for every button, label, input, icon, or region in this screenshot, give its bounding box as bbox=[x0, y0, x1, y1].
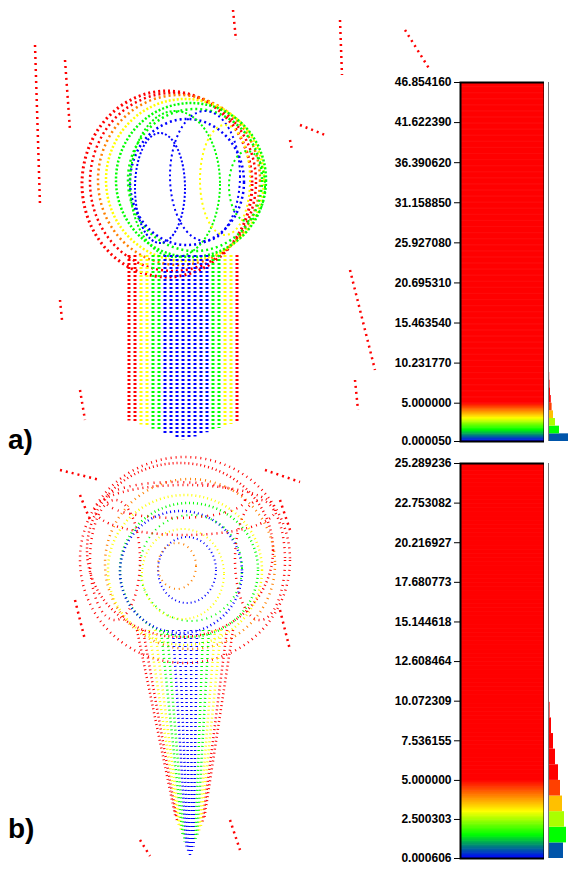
svg-text:46.854160: 46.854160 bbox=[395, 75, 452, 89]
svg-text:20.216927: 20.216927 bbox=[395, 536, 452, 550]
svg-text:0.000606: 0.000606 bbox=[401, 851, 451, 865]
svg-text:15.144618: 15.144618 bbox=[395, 615, 452, 629]
svg-text:25.289236: 25.289236 bbox=[395, 456, 452, 470]
svg-text:36.390620: 36.390620 bbox=[395, 156, 452, 170]
html-text:b): b) bbox=[8, 813, 35, 844]
svg-text:31.158850: 31.158850 bbox=[395, 196, 452, 210]
svg-text:15.463540: 15.463540 bbox=[395, 316, 452, 330]
svg-text:25.927080: 25.927080 bbox=[395, 236, 452, 250]
svg-text:7.536155: 7.536155 bbox=[401, 734, 451, 748]
svg-text:0.000050: 0.000050 bbox=[401, 434, 451, 448]
svg-text:20.695310: 20.695310 bbox=[395, 276, 452, 290]
svg-text:12.608464: 12.608464 bbox=[395, 654, 452, 668]
svg-text:17.680773: 17.680773 bbox=[395, 575, 452, 589]
svg-text:10.231770: 10.231770 bbox=[395, 356, 452, 370]
svg-text:5.000000: 5.000000 bbox=[401, 773, 451, 787]
svg-text:2.500303: 2.500303 bbox=[401, 812, 451, 826]
svg-text:5.000000: 5.000000 bbox=[401, 396, 451, 410]
svg-text:10.072309: 10.072309 bbox=[395, 694, 452, 708]
svg-text:41.622390: 41.622390 bbox=[395, 115, 452, 129]
svg-text:22.753082: 22.753082 bbox=[395, 496, 452, 510]
html-text:a): a) bbox=[8, 424, 33, 455]
